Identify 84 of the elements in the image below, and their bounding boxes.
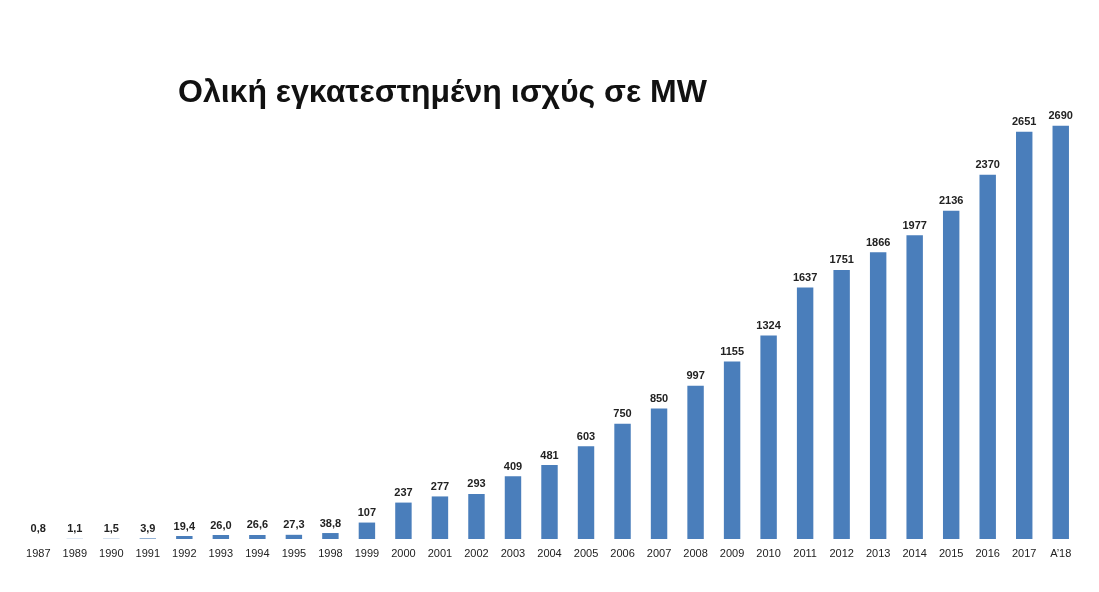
x-tick-label: 2008 bbox=[683, 546, 708, 559]
x-tick-label: 2001 bbox=[427, 546, 453, 559]
bar bbox=[249, 534, 266, 539]
bar bbox=[760, 335, 777, 539]
data-label: 2690 bbox=[1048, 109, 1073, 122]
data-label: 481 bbox=[540, 448, 559, 461]
data-label: 1637 bbox=[792, 270, 818, 283]
data-label: 293 bbox=[467, 477, 486, 490]
data-label: 2370 bbox=[975, 158, 1000, 171]
x-tick-label: 1994 bbox=[245, 546, 270, 559]
x-tick-label: 2013 bbox=[865, 546, 891, 559]
data-label: 2136 bbox=[938, 194, 964, 207]
x-tick-label: 2011 bbox=[793, 546, 817, 559]
bar bbox=[833, 269, 850, 539]
x-tick-label: 2003 bbox=[500, 546, 526, 559]
x-tick-label: 2012 bbox=[829, 546, 854, 559]
bar bbox=[1052, 125, 1069, 539]
data-label: 107 bbox=[357, 506, 377, 519]
data-label: 277 bbox=[430, 479, 450, 492]
x-tick-label: 2002 bbox=[464, 546, 489, 559]
x-tick-label: 2017 bbox=[1011, 546, 1037, 559]
bar bbox=[650, 408, 668, 539]
bar bbox=[979, 174, 996, 539]
x-tick-label: 1987 bbox=[26, 546, 51, 559]
data-label: 750 bbox=[613, 407, 632, 420]
bar bbox=[285, 534, 303, 539]
data-label: 27,3 bbox=[283, 518, 305, 531]
bar bbox=[723, 361, 741, 539]
x-tick-label: 1991 bbox=[135, 546, 161, 559]
x-tick-label: 1989 bbox=[62, 546, 88, 559]
bar bbox=[796, 287, 814, 539]
data-label: 3,9 bbox=[140, 521, 156, 534]
data-label: 603 bbox=[576, 429, 596, 442]
bar bbox=[687, 385, 704, 539]
bar bbox=[395, 502, 412, 539]
x-tick-label: 2004 bbox=[537, 546, 562, 559]
data-label: 237 bbox=[394, 486, 413, 499]
x-tick-label: 2006 bbox=[610, 546, 635, 559]
bar bbox=[541, 465, 558, 539]
bar bbox=[212, 535, 230, 539]
data-label: 1324 bbox=[756, 319, 782, 332]
x-tick-label: 1999 bbox=[354, 546, 380, 559]
data-label: 0,8 bbox=[30, 522, 46, 535]
bar bbox=[906, 235, 923, 539]
x-tick-label: 2015 bbox=[938, 546, 964, 559]
bar bbox=[468, 493, 485, 539]
data-label: 1751 bbox=[829, 253, 854, 266]
bar bbox=[869, 252, 887, 539]
data-label: 1977 bbox=[902, 218, 927, 231]
data-label: 1866 bbox=[865, 235, 891, 248]
data-label: 997 bbox=[686, 369, 705, 382]
x-tick-label: 1998 bbox=[318, 546, 343, 559]
bar bbox=[942, 210, 960, 539]
data-label: 409 bbox=[503, 459, 523, 472]
x-tick-label: 1995 bbox=[281, 546, 307, 559]
bar bbox=[1016, 131, 1033, 539]
data-label: 2651 bbox=[1011, 115, 1037, 128]
x-tick-label: 1990 bbox=[99, 546, 124, 559]
x-tick-label: 2005 bbox=[573, 546, 599, 559]
x-tick-label: 2007 bbox=[646, 546, 672, 559]
x-tick-label: 2014 bbox=[902, 546, 927, 559]
x-tick-label: 1992 bbox=[172, 546, 197, 559]
data-label: 850 bbox=[649, 391, 669, 404]
data-label: 26,0 bbox=[210, 518, 232, 531]
data-label: 38,8 bbox=[319, 516, 342, 529]
bar bbox=[614, 423, 631, 539]
x-tick-label: 2000 bbox=[391, 546, 416, 559]
bar bbox=[504, 476, 522, 539]
x-tick-label: 1993 bbox=[208, 546, 234, 559]
bar bbox=[358, 522, 376, 539]
x-tick-label: 2009 bbox=[719, 546, 745, 559]
chart-title: Ολική εγκατεστημένη ισχύς σε MW bbox=[178, 73, 708, 109]
bar bbox=[431, 496, 449, 539]
x-tick-label: A’18 bbox=[1050, 546, 1072, 559]
bar bbox=[322, 533, 339, 539]
data-label: 19,4 bbox=[173, 519, 196, 532]
data-label: 1155 bbox=[720, 345, 745, 358]
data-label: 1,5 bbox=[103, 522, 119, 535]
bar bbox=[577, 446, 595, 539]
bar bbox=[176, 536, 193, 539]
x-tick-label: 2016 bbox=[975, 546, 1000, 559]
data-label: 1,1 bbox=[67, 522, 83, 535]
x-tick-label: 2010 bbox=[756, 546, 781, 559]
data-label: 26,6 bbox=[246, 518, 269, 531]
